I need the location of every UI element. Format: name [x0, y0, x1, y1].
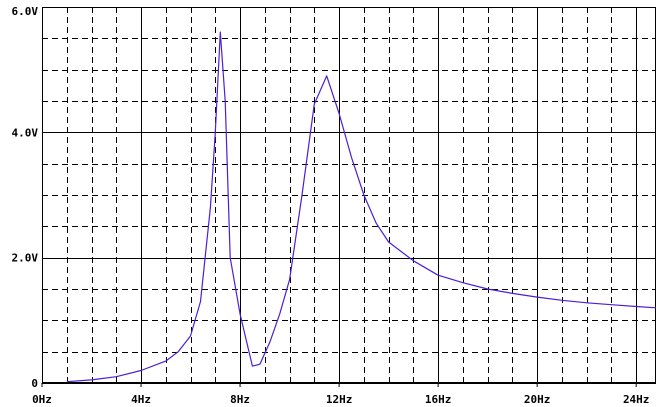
y-axis-ticks: 0 2.0V 4.0V 6.0V [12, 5, 39, 390]
x-tick-label: 0Hz [32, 393, 52, 406]
x-tick-label: 24Hz [623, 393, 650, 406]
plot-frame [42, 7, 656, 383]
y-tick-label: 2.0V [12, 252, 39, 265]
x-tick-label: 16Hz [425, 393, 452, 406]
y-tick-label: 4.0V [12, 126, 39, 139]
y-tick-label: 6.0V [12, 5, 39, 18]
series-group [66, 31, 657, 383]
x-tick-label: 20Hz [524, 393, 551, 406]
x-tick-label: 12Hz [326, 393, 353, 406]
x-tick-label: 4Hz [131, 393, 151, 406]
minor-gridlines [42, 7, 656, 383]
y-tick-label: 0 [31, 377, 38, 390]
x-axis-ticks: 0Hz 4Hz 8Hz 12Hz 16Hz 20Hz 24Hz [32, 383, 649, 406]
series-line [66, 31, 657, 383]
x-tick-label: 8Hz [230, 393, 250, 406]
